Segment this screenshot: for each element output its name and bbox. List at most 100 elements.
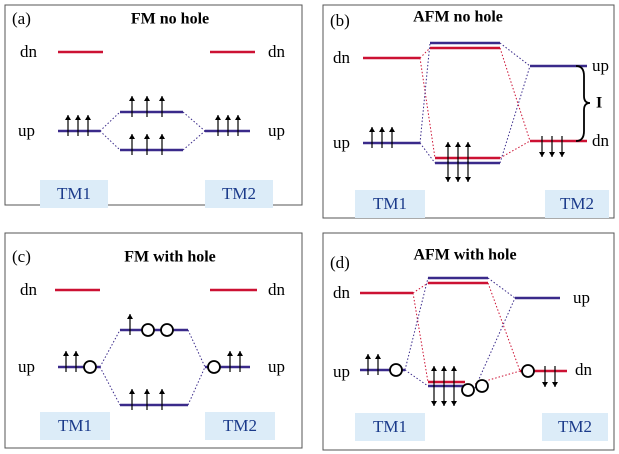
site-label: TM2 <box>560 194 594 213</box>
panel-title: FM no hole <box>131 11 209 28</box>
hybridization-line <box>99 366 121 406</box>
hybridization-line <box>499 140 531 159</box>
level-label: up <box>268 357 285 376</box>
hole <box>461 383 475 397</box>
arrow-head <box>237 351 243 356</box>
level-label: up <box>573 288 590 307</box>
level-label: up <box>333 133 350 152</box>
site-label: TM1 <box>57 184 91 203</box>
hybridization-line <box>187 366 206 406</box>
hybridization-line <box>419 47 431 59</box>
arrow-head <box>63 351 69 356</box>
hole <box>521 364 535 378</box>
arrow-head <box>365 354 371 359</box>
arrow-head <box>144 96 150 101</box>
panel-frame <box>4 4 303 206</box>
arrow-head <box>542 382 548 387</box>
hybridization-line <box>419 42 431 144</box>
arrow-head <box>129 134 135 139</box>
level-label: up <box>18 121 35 140</box>
hybridization-line <box>499 65 531 164</box>
arrow-head <box>127 314 133 319</box>
hole <box>141 323 155 337</box>
site-box <box>40 412 110 440</box>
hybridization-line <box>499 42 531 67</box>
level-label: up <box>333 362 350 381</box>
hybridization-line <box>412 292 429 383</box>
hybridization-line <box>404 369 429 387</box>
level-label: up <box>592 56 609 75</box>
arrow-head <box>441 366 447 371</box>
arrow-head <box>445 177 451 182</box>
gap-brace <box>575 65 591 142</box>
hybridization-line <box>182 111 206 132</box>
arrow-head <box>549 152 555 157</box>
arrow-head <box>129 389 135 394</box>
arrow-head <box>451 366 457 371</box>
arrow-head <box>144 134 150 139</box>
arrow-head <box>159 134 165 139</box>
level-label: dn <box>20 42 38 61</box>
site-box <box>355 413 425 441</box>
gap-label: I <box>596 95 602 112</box>
arrow-head <box>431 366 437 371</box>
hybridization-line <box>99 130 121 151</box>
arrow-head <box>159 96 165 101</box>
site-label: TM1 <box>373 194 407 213</box>
hole <box>207 360 221 374</box>
arrow-head <box>85 115 91 120</box>
site-box <box>205 412 275 440</box>
panel-label: (a) <box>12 9 31 28</box>
panel-title: FM with hole <box>124 249 216 266</box>
hybridization-line <box>474 297 516 389</box>
site-label: TM1 <box>373 417 407 436</box>
level-label: up <box>268 121 285 140</box>
arrow-head <box>159 389 165 394</box>
hole <box>83 360 97 374</box>
level-label: dn <box>268 42 286 61</box>
arrow-head <box>369 127 375 132</box>
level-label: dn <box>333 283 351 302</box>
hybridization-line <box>487 277 516 299</box>
arrow-head <box>379 127 385 132</box>
hybridization-line <box>187 329 206 368</box>
site-label: TM2 <box>223 416 257 435</box>
arrow-head <box>559 152 565 157</box>
arrow-head <box>235 115 241 120</box>
hole <box>389 363 403 377</box>
panel-label: (b) <box>330 11 350 30</box>
site-box <box>40 180 108 208</box>
hole <box>475 379 489 393</box>
panel-title: AFM with hole <box>413 247 516 264</box>
site-label: TM2 <box>558 417 592 436</box>
arrow-head <box>225 115 231 120</box>
arrow-head <box>441 401 447 406</box>
arrow-head <box>65 115 71 120</box>
site-box <box>355 190 425 218</box>
hybridization-line <box>419 57 436 159</box>
level-label: dn <box>333 48 351 67</box>
site-box <box>205 180 273 208</box>
hybridization-line <box>412 282 429 294</box>
arrow-head <box>215 115 221 120</box>
arrow-head <box>375 354 381 359</box>
panel-label: (d) <box>330 253 350 272</box>
hole <box>160 323 174 337</box>
level-label: up <box>18 357 35 376</box>
hybridization-line <box>99 111 121 132</box>
arrow-head <box>445 142 451 147</box>
arrow-head <box>451 401 457 406</box>
panel-title: AFM no hole <box>413 9 503 26</box>
arrow-head <box>227 351 233 356</box>
hybridization-line <box>99 329 121 368</box>
hybridization-line <box>419 142 436 164</box>
arrow-head <box>455 177 461 182</box>
level-label: dn <box>268 280 286 299</box>
hybridization-line <box>182 130 206 151</box>
arrow-head <box>431 401 437 406</box>
arrow-head <box>389 127 395 132</box>
level-label: dn <box>592 131 610 150</box>
arrow-head <box>455 142 461 147</box>
site-box <box>542 413 608 441</box>
